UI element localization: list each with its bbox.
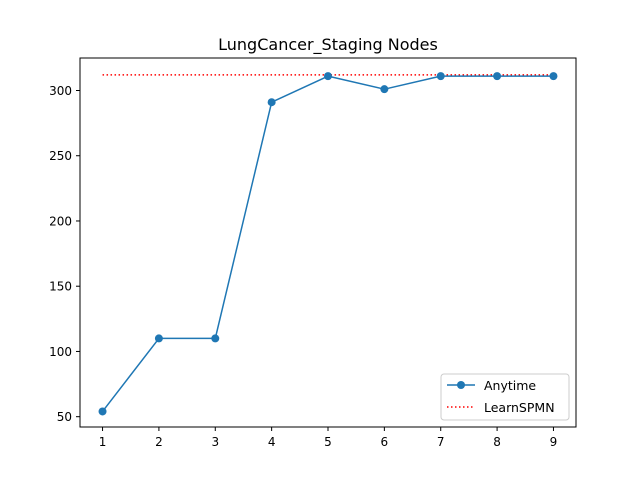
- plot-area: [79, 57, 577, 428]
- series-anytime-point: [493, 72, 502, 81]
- series-anytime-point: [436, 72, 445, 81]
- x-tick-label: 1: [99, 435, 107, 449]
- series-anytime-point: [98, 407, 107, 416]
- series-anytime-point: [549, 72, 558, 81]
- y-tick-label: 200: [49, 214, 72, 228]
- x-tick-label: 2: [155, 435, 163, 449]
- legend-anytime-label: Anytime: [484, 378, 536, 393]
- y-tick-label: 250: [49, 149, 72, 163]
- y-tick-label: 50: [57, 410, 72, 424]
- x-tick-label: 3: [211, 435, 219, 449]
- legend: Anytime LearnSPMN: [440, 373, 570, 421]
- series-layer: [98, 72, 558, 416]
- series-anytime-point: [267, 98, 276, 107]
- series-anytime-point: [154, 334, 163, 343]
- x-tick-label: 4: [268, 435, 276, 449]
- x-tick-label: 8: [493, 435, 501, 449]
- x-tick-label: 5: [324, 435, 332, 449]
- y-tick-label: 300: [49, 84, 72, 98]
- x-tick-label: 9: [550, 435, 558, 449]
- chart-title: LungCancer_Staging Nodes: [218, 35, 438, 55]
- y-tick-label: 150: [49, 280, 72, 294]
- x-tick-label: 6: [381, 435, 389, 449]
- series-anytime-point: [324, 72, 332, 81]
- y-tick-label: 100: [49, 345, 72, 359]
- y-axis: 50 100 150 200 250 300: [49, 84, 80, 424]
- series-anytime-point: [211, 334, 220, 343]
- x-tick-label: 7: [437, 435, 445, 449]
- series-anytime-point: [380, 85, 389, 94]
- legend-anytime-marker: [457, 381, 465, 389]
- legend-learnspmn-label: LearnSPMN: [484, 400, 555, 415]
- x-axis: 1 2 3 4 5 6 7 8 9: [99, 427, 558, 449]
